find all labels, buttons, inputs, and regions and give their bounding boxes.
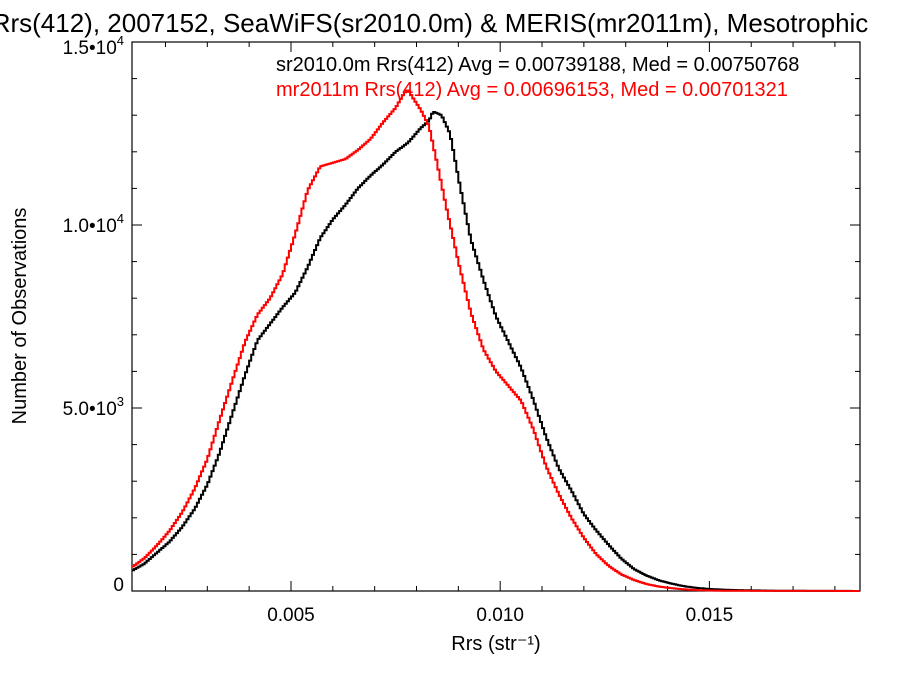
legend-entry-mr2011m: mr2011m Rrs(412) Avg = 0.00696153, Med =… — [276, 79, 788, 101]
y-tick-label: 5.0•103 — [63, 394, 124, 420]
series-group — [132, 89, 860, 592]
x-axis-label: Rrs (str⁻¹) — [451, 633, 540, 655]
x-tick-label: 0.010 — [476, 605, 524, 626]
x-tick-label: 0.005 — [267, 605, 315, 626]
x-tick-labels: 0.005 0.010 0.015 — [267, 605, 733, 626]
series-line-sr2010.0m — [132, 111, 860, 592]
legend-entry-sr2010.0m: sr2010.0m Rrs(412) Avg = 0.00739188, Med… — [276, 54, 799, 76]
y-axis-label: Number of Observations — [9, 208, 31, 425]
chart-title: Rrs(412), 2007152, SeaWiFS(sr2010.0m) & … — [0, 8, 868, 38]
series-line-mr2011m — [132, 89, 860, 592]
y-tick-label: 0 — [113, 575, 124, 596]
plot-area-frame — [131, 41, 861, 592]
legend: sr2010.0m Rrs(412) Avg = 0.00739188, Med… — [276, 54, 799, 101]
y-tick-labels: 0 5.0•103 1.0•104 1.5•104 — [63, 33, 124, 596]
y-tick-label: 1.5•104 — [63, 33, 124, 59]
y-tick-label: 1.0•104 — [63, 211, 124, 237]
x-tick-label: 0.015 — [686, 605, 734, 626]
axis-ticks — [132, 42, 860, 591]
